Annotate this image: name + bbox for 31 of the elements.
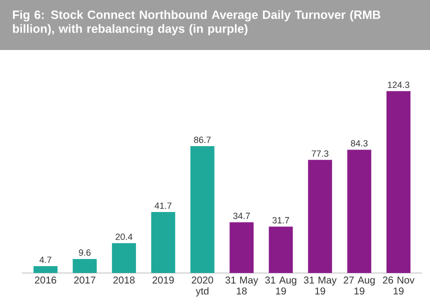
- data-label: 20.4: [116, 234, 132, 240]
- x-tick-label: 26 Nov 19: [382, 276, 414, 295]
- bar: [72, 258, 97, 273]
- x-tick-label: 2019: [152, 276, 174, 284]
- bar: [190, 146, 214, 273]
- x-tick-label: 27 Aug 19: [344, 276, 375, 295]
- x-tick-label: 2020 ytd: [192, 276, 214, 296]
- bar: [347, 150, 372, 273]
- data-label: 41.7: [154, 202, 172, 209]
- bar: [386, 91, 410, 273]
- data-label: 84.3: [350, 140, 368, 146]
- data-label: 31.7: [272, 217, 290, 224]
- bar: [151, 212, 176, 273]
- data-label: 77.3: [312, 150, 328, 157]
- bar: [112, 243, 136, 273]
- data-label: 124.3: [388, 82, 410, 88]
- x-tick-label: 31 Aug 19: [265, 276, 296, 295]
- bar: [268, 226, 293, 273]
- x-tick-label: 2018: [113, 276, 135, 284]
- x-tick-label: 2016: [34, 276, 56, 284]
- x-tick-label: 31 May 18: [225, 276, 258, 295]
- data-label: 4.7: [40, 256, 52, 263]
- chart-title: Fig 6: Stock Connect Northbound Average Daily Turnover (RMB billion), with rebalancing days (in purple): [12, 10, 380, 36]
- bar: [308, 160, 332, 273]
- data-label: 9.6: [78, 249, 91, 256]
- data-label: 86.7: [194, 136, 211, 143]
- bar: [34, 266, 58, 273]
- data-label: 34.7: [233, 212, 250, 220]
- x-tick-label: 31 May 19: [304, 276, 337, 295]
- bar: [230, 222, 254, 273]
- x-tick-label: 2017: [74, 276, 96, 284]
